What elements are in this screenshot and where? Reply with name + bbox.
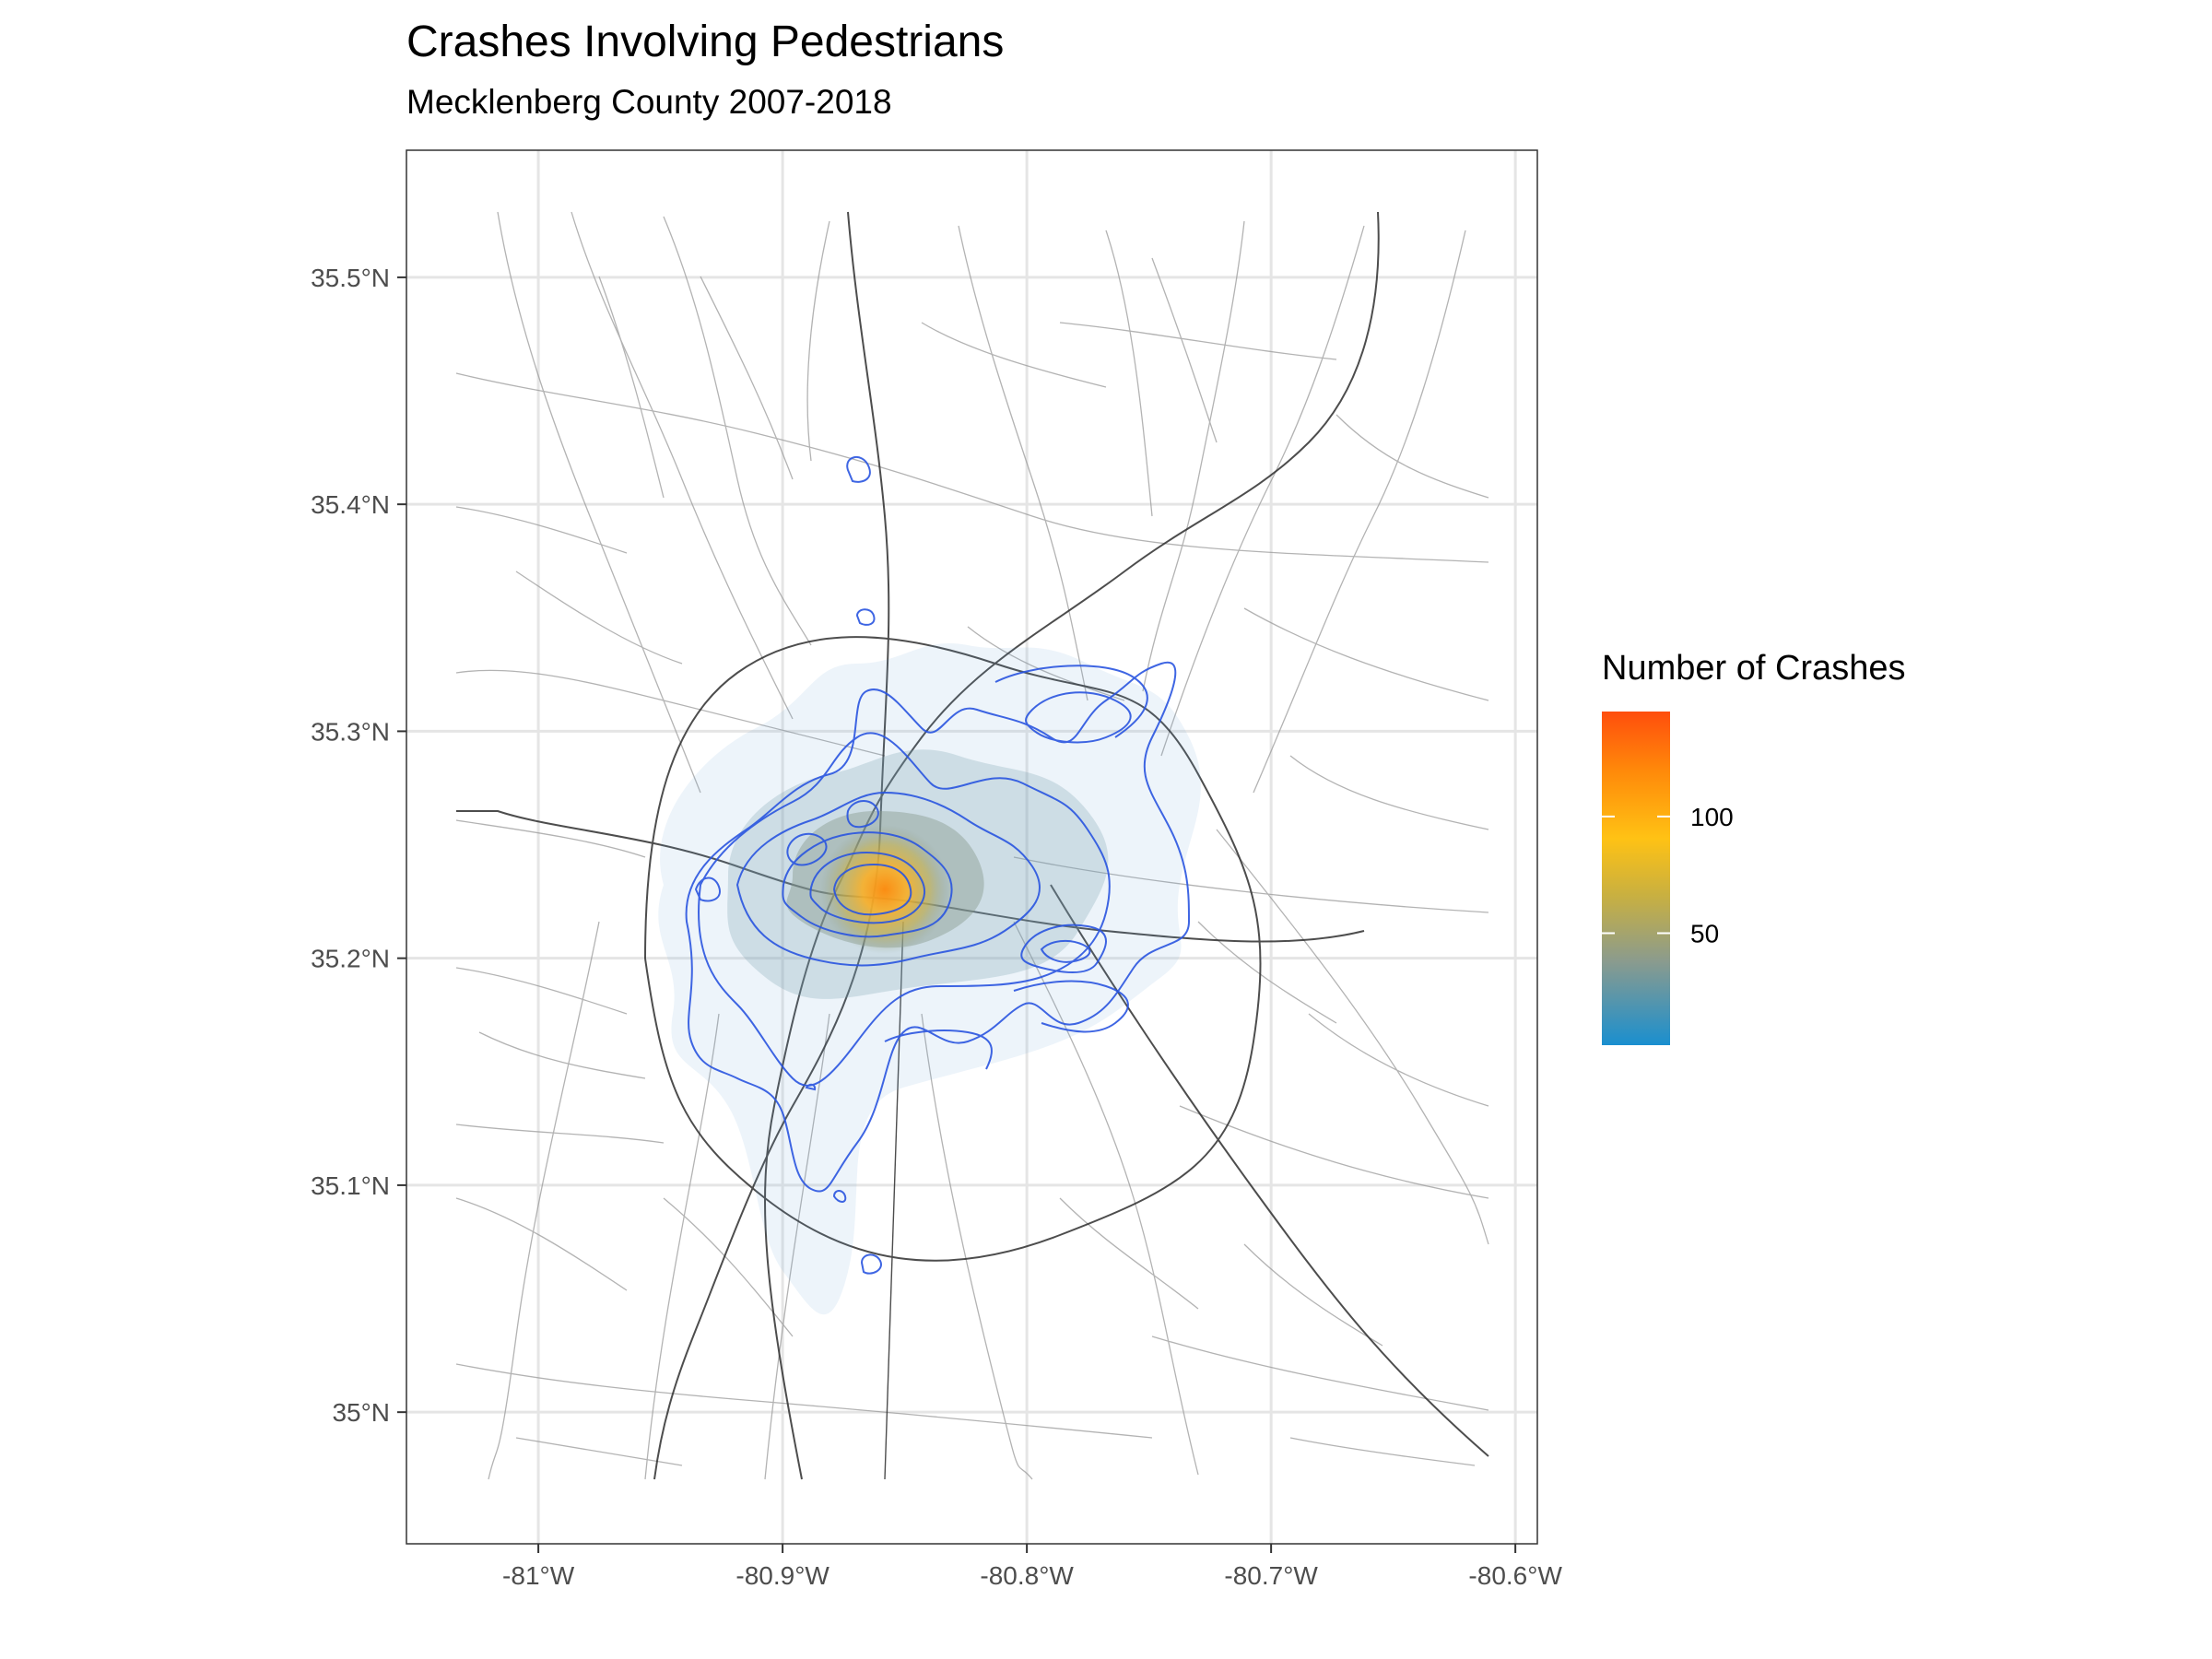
basemap-roads (455, 211, 1489, 1480)
y-tick-label: 35°N (332, 1398, 390, 1427)
legend-break-label: 100 (1690, 803, 1734, 831)
plot-panel-border (406, 149, 1538, 1545)
y-tick-label: 35.1°N (311, 1171, 390, 1200)
y-tick-label: 35.2°N (311, 945, 390, 973)
y-tick-label: 35.5°N (311, 264, 390, 292)
x-tick-label: -80.6°W (1468, 1561, 1562, 1590)
legend-break-label: 50 (1690, 919, 1719, 947)
y-tick-label: 35.3°N (311, 717, 390, 746)
x-tick-label: -81°W (502, 1561, 575, 1590)
grid-lines (406, 150, 1537, 1544)
legend-ticks: 50 100 (1602, 803, 1734, 947)
legend-title: Number of Crashes (1602, 649, 1906, 688)
minor-roads (455, 211, 1489, 1480)
chart-subtitle: Mecklenberg County 2007-2018 (406, 83, 892, 121)
legend-colorbar (1602, 712, 1670, 1045)
x-tick-label: -80.7°W (1224, 1561, 1318, 1590)
y-tick-label: 35.4°N (311, 490, 390, 519)
y-axis: 35°N 35.1°N 35.2°N 35.3°N 35.4°N 35.5°N (311, 264, 406, 1427)
crash-density-contours (685, 456, 1191, 1275)
x-axis: -81°W -80.9°W -80.8°W -80.7°W -80.6°W (502, 1544, 1562, 1590)
chart-title: Crashes Involving Pedestrians (406, 18, 1005, 66)
x-tick-label: -80.8°W (980, 1561, 1074, 1590)
plot-panel (406, 150, 1537, 1544)
x-tick-label: -80.9°W (735, 1561, 830, 1590)
